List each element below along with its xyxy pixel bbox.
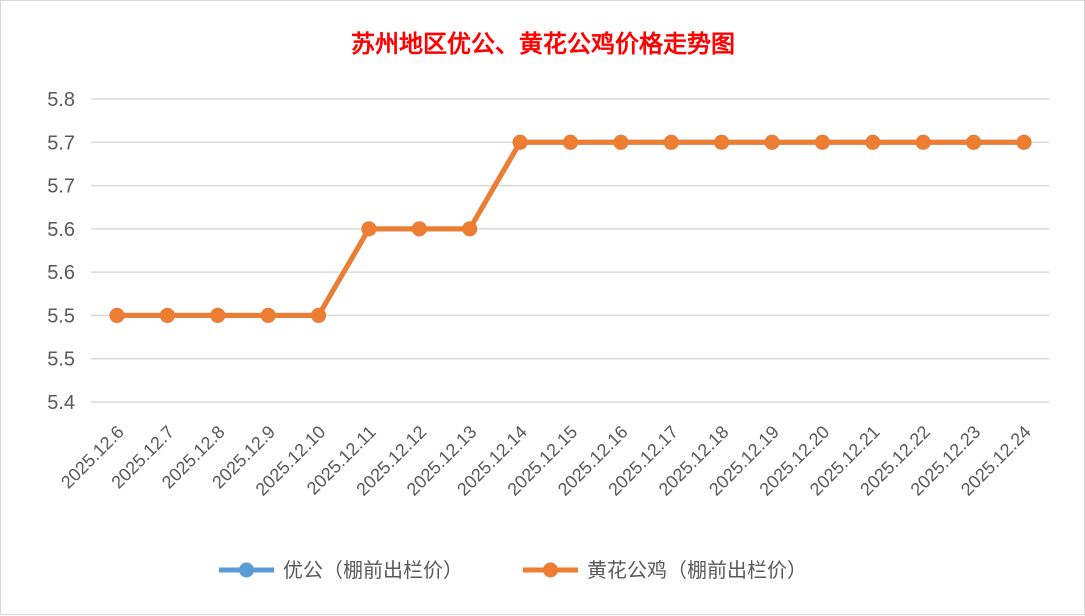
data-point [462, 221, 478, 237]
legend-label: 优公（棚前出栏价） [283, 558, 463, 582]
data-point [966, 134, 982, 150]
data-point [210, 307, 226, 323]
y-tick-label: 5.7 [47, 176, 75, 198]
y-tick-label: 5.5 [47, 349, 75, 371]
data-point [109, 307, 125, 323]
y-tick-label: 5.6 [47, 219, 75, 241]
data-point [814, 134, 830, 150]
series-1 [109, 134, 1032, 323]
y-tick-label: 5.7 [47, 132, 75, 154]
chart-title: 苏州地区优公、黄花公鸡价格走势图 [351, 29, 735, 58]
data-point [613, 134, 629, 150]
x-axis-tick-labels: 2025.12.62025.12.72025.12.82025.12.92025… [57, 422, 1035, 500]
y-tick-label: 5.5 [47, 305, 75, 327]
series-lines [109, 134, 1032, 323]
y-axis-tick-labels: 5.4 5.5 5.5 5.6 5.6 5.7 5.7 5.8 [47, 89, 75, 414]
legend-entry: 优公（棚前出栏价） [219, 558, 463, 582]
data-point [714, 134, 730, 150]
legend-marker [543, 562, 558, 578]
legend-label: 黄花公鸡（棚前出栏价） [587, 558, 807, 582]
data-point [411, 221, 427, 237]
data-point [361, 221, 377, 237]
legend-marker [239, 562, 254, 578]
data-point [311, 307, 327, 323]
y-tick-label: 5.6 [47, 262, 75, 284]
data-point [865, 134, 881, 150]
legend-entry: 黄花公鸡（棚前出栏价） [523, 558, 807, 582]
data-point [764, 134, 780, 150]
data-point [159, 307, 175, 323]
data-point [512, 134, 528, 150]
data-point [260, 307, 276, 323]
legend: 优公（棚前出栏价） 黄花公鸡（棚前出栏价） [219, 558, 807, 582]
data-point [563, 134, 578, 150]
data-point [663, 134, 679, 150]
data-point [1016, 134, 1032, 150]
y-tick-label: 5.4 [47, 392, 75, 414]
data-point [915, 134, 931, 150]
y-tick-label: 5.8 [47, 89, 75, 111]
